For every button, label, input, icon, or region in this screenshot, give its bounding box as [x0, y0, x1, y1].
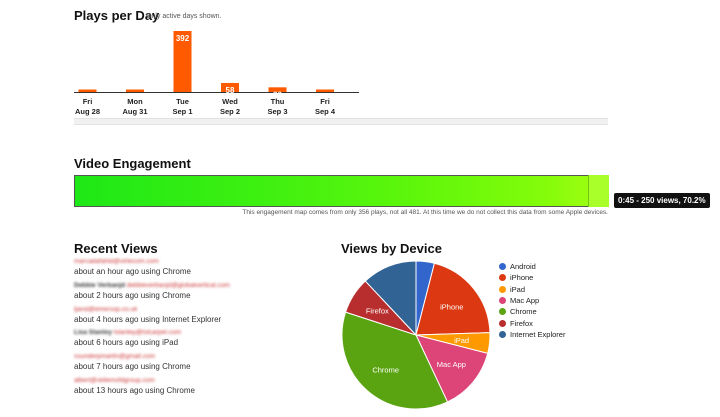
x-tick-label: Sep 3	[267, 107, 287, 116]
plays-bar[interactable]	[173, 31, 192, 92]
pie-slice-label: Mac App	[437, 360, 466, 369]
pie-slice-label: Firefox	[366, 306, 389, 315]
list-item: tjand@emersop.co.uk about 4 hours ago us…	[74, 306, 314, 330]
view-meta: about 7 hours ago using Chrome	[74, 362, 191, 372]
viewer-identity[interactable]: Lisa Stanley lstanley@tslcarpet.com	[74, 329, 314, 338]
engagement-heatmap[interactable]	[74, 175, 609, 207]
view-meta: about an hour ago using Chrome	[74, 267, 191, 276]
plays-bar[interactable]	[316, 89, 334, 93]
viewer-email-link[interactable]: albert@skilemsfdgroup.com	[74, 376, 155, 384]
pie-slice-mac-app[interactable]	[415, 334, 489, 403]
plays-bar[interactable]	[268, 87, 287, 92]
legend-item[interactable]: Mac App	[499, 295, 565, 306]
x-tick-label: Wed	[222, 97, 238, 106]
device-pie-chart: iPhone iPad Mac App Chrome Firefox	[341, 260, 491, 410]
bar-data-label: 30	[273, 90, 282, 99]
pie-slice-internet-explorer[interactable]	[364, 260, 417, 337]
legend-swatch	[499, 330, 506, 338]
pie-slice-label: iPhone	[440, 302, 463, 311]
engagement-title: Video Engagement	[74, 156, 191, 171]
view-meta: about 13 hours ago using Chrome	[74, 385, 195, 395]
engagement-hover-marker[interactable]	[588, 175, 609, 207]
plays-title: Plays per Day	[74, 8, 160, 23]
legend-item[interactable]: Internet Explorer	[499, 329, 565, 340]
viewer-name: Debbie Verbanjd	[74, 281, 125, 289]
pie-slice-label: Chrome	[372, 365, 399, 374]
bar-data-label: 392	[176, 34, 190, 43]
legend-swatch	[499, 319, 506, 327]
legend-item[interactable]: iPad	[499, 284, 565, 295]
x-tick-label: Aug 28	[75, 107, 100, 116]
viewer-email-link[interactable]: tjand@emersop.co.uk	[74, 305, 138, 313]
engagement-tooltip: 0:45 - 250 views, 70.2%	[614, 193, 710, 208]
legend-item[interactable]: iPhone	[499, 272, 565, 283]
plays-bar[interactable]	[78, 89, 97, 93]
viewer-identity[interactable]: albert@skilemsfdgroup.com	[74, 377, 314, 386]
x-tick-label: Tue	[176, 97, 189, 106]
x-tick-label: Fri	[83, 97, 93, 106]
recent-views-list: marcadafahid@virtecom.com about an hour …	[74, 258, 314, 401]
list-item: marcadafahid@virtecom.com about an hour …	[74, 258, 314, 282]
legend-label: iPhone	[510, 273, 534, 283]
view-meta: about 6 hours ago using iPad	[74, 338, 179, 348]
viewer-identity[interactable]: Debbie Verbanjd debbieverbanjd@globalver…	[74, 282, 314, 291]
pie-slice-iphone[interactable]	[415, 262, 491, 336]
plays-bar[interactable]	[126, 89, 144, 93]
plays-chart-footer	[74, 118, 608, 125]
legend-swatch	[499, 263, 506, 271]
list-item: Debbie Verbanjd debbieverbanjd@globalver…	[74, 282, 314, 306]
x-tick-label: Sep 1	[172, 107, 192, 116]
recent-views-title: Recent Views	[74, 241, 158, 256]
legend-label: Android	[510, 262, 536, 272]
list-item: ssunderpmartin@gmail.com about 7 hours a…	[74, 353, 314, 377]
pie-slice-label: iPad	[454, 336, 469, 345]
viewer-identity[interactable]: marcadafahid@virtecom.com	[74, 258, 314, 267]
legend-item[interactable]: Android	[499, 261, 565, 272]
x-tick-label: Fri	[320, 97, 330, 106]
viewer-email-link[interactable]: ssunderpmartin@gmail.com	[74, 353, 156, 361]
viewer-name: Lisa Stanley	[74, 329, 112, 337]
x-tick-label: Sep 2	[220, 107, 240, 116]
list-item: Lisa Stanley lstanley@tslcarpet.com abou…	[74, 329, 314, 353]
legend-label: iPad	[510, 284, 526, 294]
legend-label: Mac App	[510, 296, 540, 306]
engagement-note: This engagement map comes from only 356 …	[242, 209, 608, 216]
legend-swatch	[499, 274, 506, 282]
device-legend: Android iPhone iPad Mac App Chrome Firefox Int…	[499, 261, 565, 340]
x-tick-label: Mon	[127, 97, 143, 106]
x-tick-label: Aug 31	[122, 107, 147, 116]
legend-swatch	[499, 308, 506, 316]
legend-item[interactable]: Firefox	[499, 317, 565, 328]
viewer-identity[interactable]: tjand@emersop.co.uk	[74, 306, 314, 315]
viewer-email-link[interactable]: debbieverbanjd@globalvertical.com	[126, 281, 230, 289]
pie-slice-chrome[interactable]	[341, 311, 449, 410]
viewer-email-link[interactable]: lstanley@tslcarpet.com	[113, 329, 182, 337]
legend-label: Firefox	[510, 318, 533, 328]
bar-data-label: 58	[226, 86, 235, 95]
x-tick-label: Sep 4	[315, 107, 336, 116]
viewer-email-link[interactable]: marcadafahid@virtecom.com	[74, 258, 159, 265]
x-tick-label: Thu	[271, 97, 285, 106]
legend-label: Internet Explorer	[510, 329, 566, 339]
legend-swatch	[499, 285, 506, 293]
legend-item[interactable]: Chrome	[499, 306, 565, 317]
plays-bar[interactable]	[221, 82, 239, 92]
view-meta: about 4 hours ago using Internet Explore…	[74, 314, 222, 324]
devices-title: Views by Device	[341, 241, 442, 256]
legend-label: Chrome	[510, 307, 537, 317]
view-meta: about 2 hours ago using Chrome	[74, 290, 191, 300]
plays-note: Only active days shown.	[146, 13, 222, 20]
legend-swatch	[499, 297, 506, 305]
viewer-identity[interactable]: ssunderpmartin@gmail.com	[74, 353, 314, 362]
list-item: albert@skilemsfdgroup.com about 13 hours…	[74, 377, 314, 401]
